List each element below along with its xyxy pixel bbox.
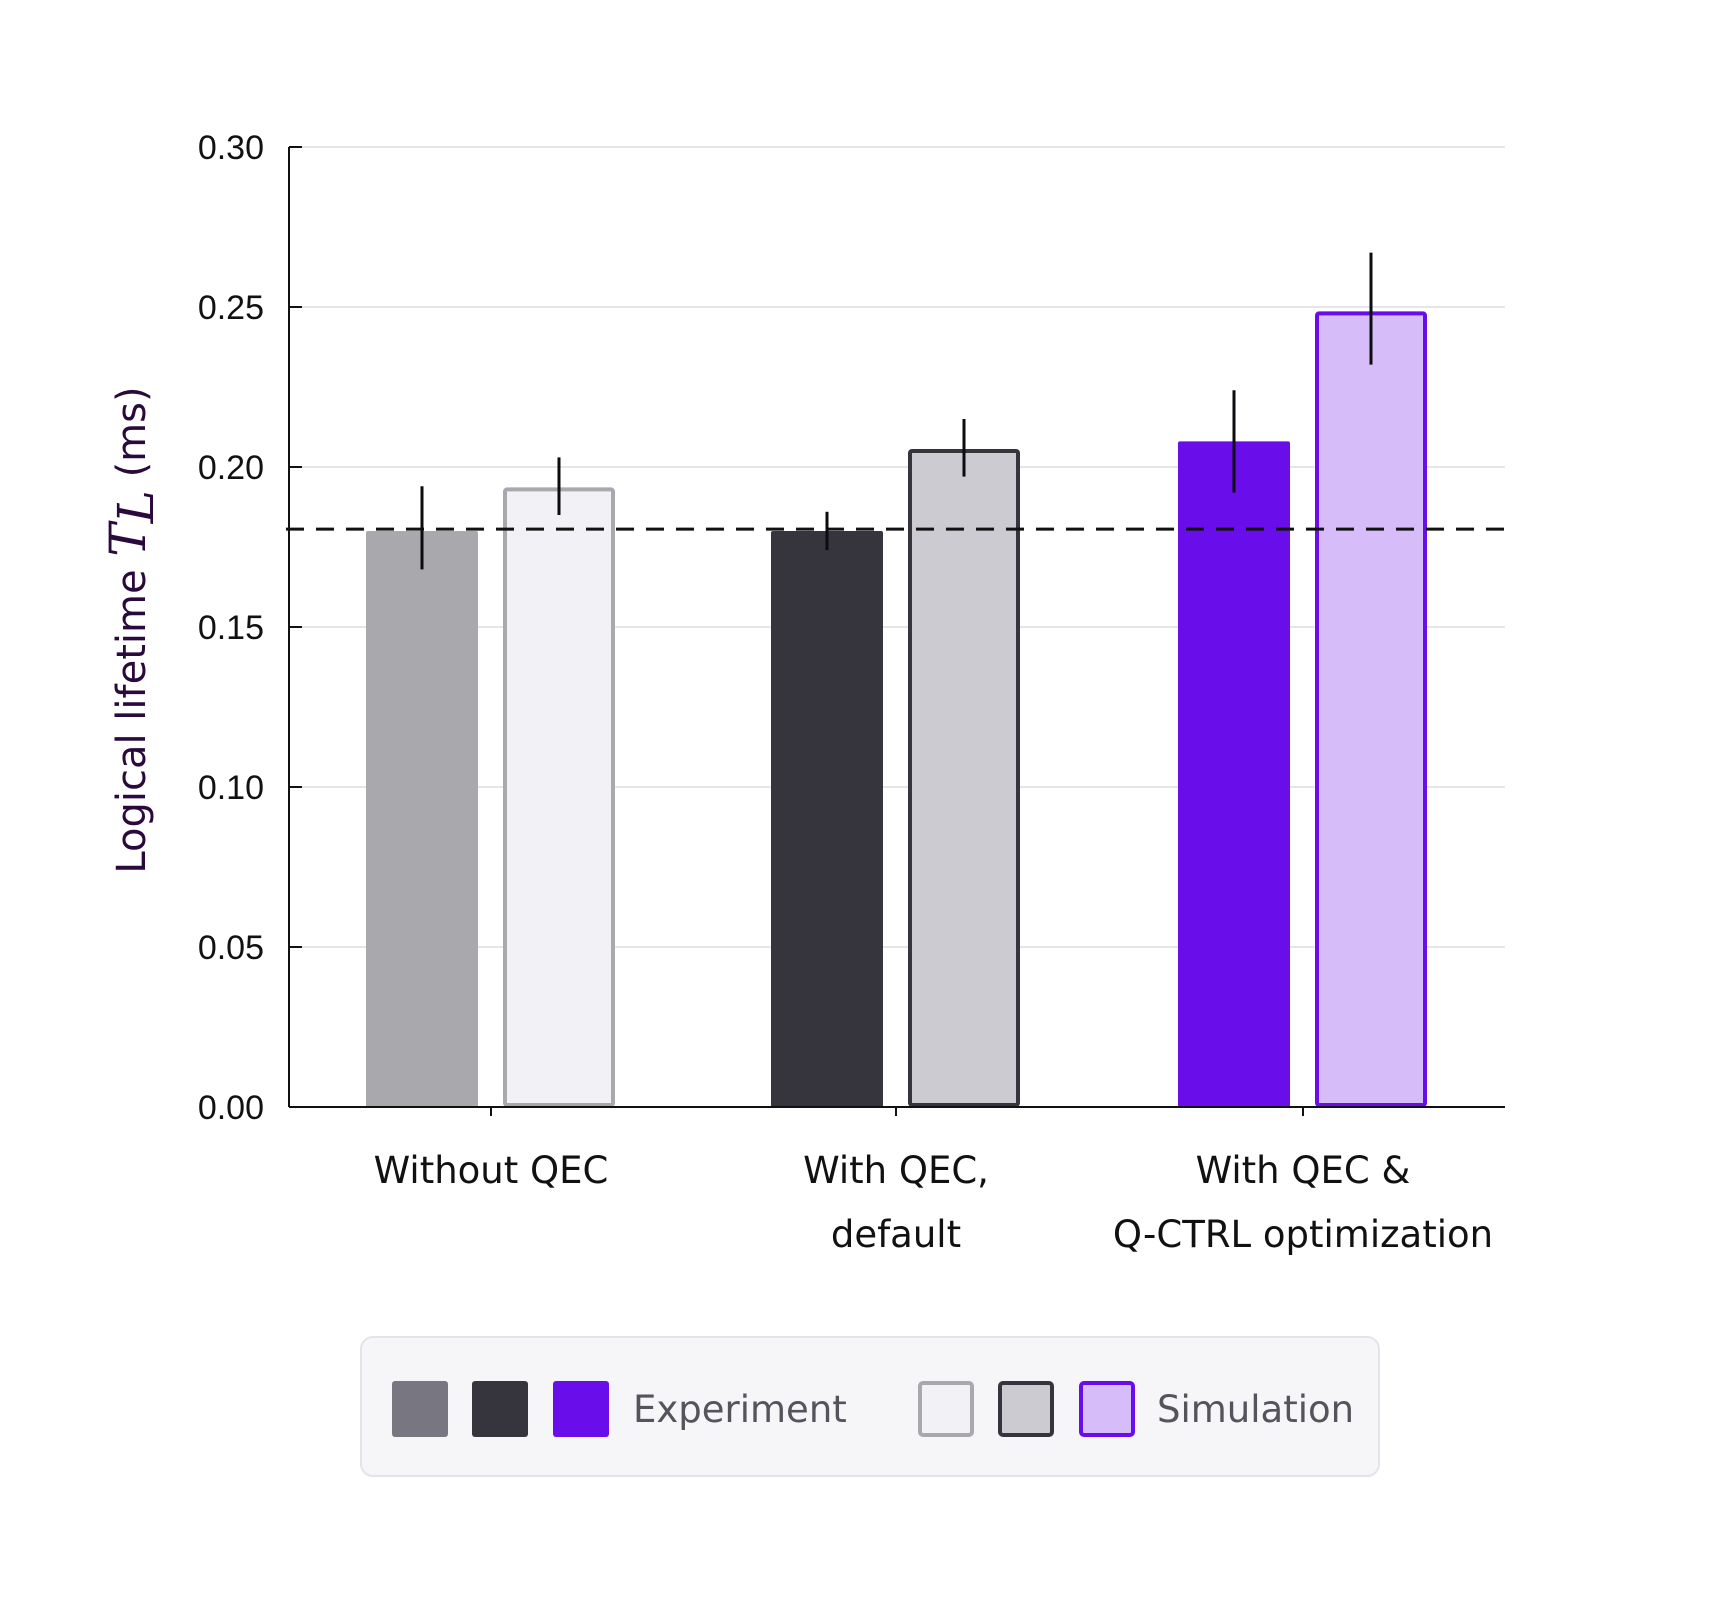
legend-swatch-simulation [918,1381,974,1437]
y-axis-label-subscript: L [107,490,165,524]
bar-experiment [366,531,478,1107]
legend-swatch-simulation [998,1381,1054,1437]
x-category-label: With QEC, [803,1149,989,1192]
gridlines [289,146,1505,948]
y-axis-label-text: Logical lifetime [109,557,155,874]
error-bars [420,252,1373,570]
y-tick-label: 0.05 [198,929,264,967]
y-axis-label-unit: (ms) [109,386,155,490]
y-tick-labels: 0.00 0.05 0.10 0.15 0.20 0.25 0.30 [198,129,264,1127]
y-tick-label: 0.20 [198,449,264,487]
legend-swatch-experiment [392,1381,448,1437]
legend-swatch-experiment [553,1381,609,1437]
y-tick-label: 0.00 [198,1089,264,1127]
y-tick-label: 0.10 [198,769,264,807]
bar-experiment [1178,441,1290,1107]
bar-simulation [1315,311,1427,1107]
bar-simulation [503,487,615,1107]
x-category-label: With QEC & [1196,1149,1411,1192]
legend-label-simulation: Simulation [1157,1388,1354,1431]
axes [288,146,1505,1116]
bar-experiment [771,531,883,1107]
y-tick-label: 0.25 [198,289,264,327]
y-axis-label-symbol: T [99,520,157,557]
legend: Experiment Simulation [360,1336,1380,1477]
x-category-label: Q-CTRL optimization [1113,1213,1493,1256]
x-category-label: default [831,1213,961,1256]
y-tick-label: 0.30 [198,129,264,167]
legend-label-experiment: Experiment [633,1388,847,1431]
legend-swatch-experiment [472,1381,528,1437]
bar-simulation [908,449,1020,1107]
x-category-labels: Without QEC With QEC, default With QEC & Q-C… [374,1149,1493,1256]
y-tick-label: 0.15 [198,609,264,647]
legend-swatch-simulation [1079,1381,1135,1437]
legend-box [360,1336,1380,1477]
y-axis-label: Logical lifetime TL (ms) [99,386,165,873]
x-category-label: Without QEC [374,1149,609,1192]
bars [366,311,1427,1107]
